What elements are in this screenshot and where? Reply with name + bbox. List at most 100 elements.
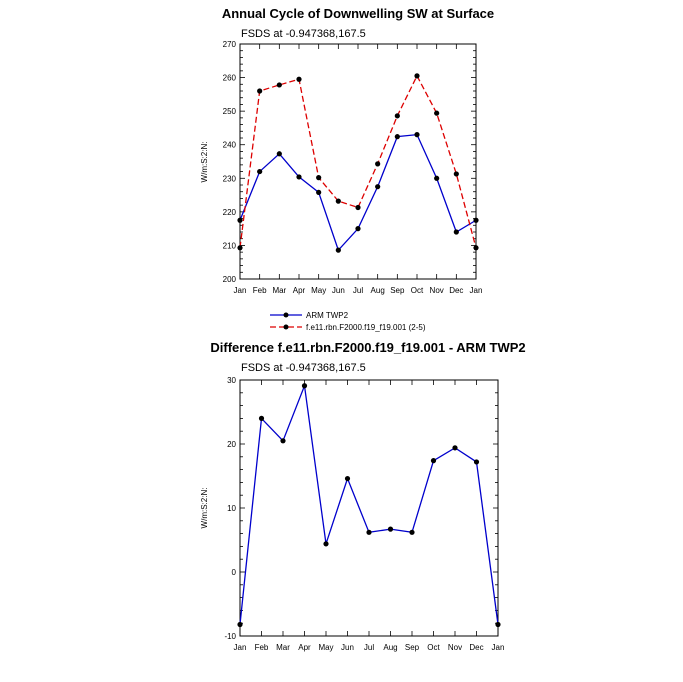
top-x-tick-label: Mar	[272, 286, 286, 295]
legend-marker-model	[283, 324, 289, 330]
bottom-series-0-point	[495, 621, 501, 628]
top-plot-frame	[239, 43, 477, 280]
top-series-0-point	[257, 168, 263, 175]
top-series-0-point	[473, 217, 479, 223]
bottom-series-0-point	[258, 415, 265, 421]
top-series-0-point	[335, 247, 341, 253]
top-series-0-point	[414, 132, 420, 138]
top-series-0-point	[355, 226, 361, 232]
bottom-x-tick-label: Jan	[234, 643, 247, 652]
top-series-line-0	[239, 133, 477, 252]
bottom-x-tick-label: Sep	[405, 643, 420, 652]
bottom-series-0-point	[387, 526, 394, 532]
bottom-x-tick-label: Jan	[492, 643, 505, 652]
top-series-1-point	[453, 171, 459, 177]
top-series-0-point	[276, 151, 282, 157]
bottom-x-tick-label: Jun	[341, 643, 354, 652]
top-y-tick-label: 260	[223, 74, 237, 83]
bottom-x-tick-label: Mar	[276, 643, 290, 652]
bottom-series-0-point	[237, 621, 243, 628]
bottom-chart-title: Difference f.e11.rbn.F2000.f19_f19.001 -…	[210, 340, 525, 355]
top-series-1-point	[257, 88, 263, 94]
top-series-1-point	[394, 113, 400, 119]
top-x-tick-label: Jul	[353, 286, 363, 295]
bottom-y-axis-label: W/m:S:2:N:	[200, 488, 209, 529]
bottom-chart-subtitle: FSDS at -0.947368,167.5	[241, 362, 366, 374]
top-chart-subtitle: FSDS at -0.947368,167.5	[241, 28, 366, 40]
bottom-x-tick-label: Oct	[427, 643, 440, 652]
top-x-tick-label: Sep	[390, 286, 405, 295]
top-y-tick-label: 250	[223, 107, 237, 116]
top-x-tick-label: Oct	[411, 286, 424, 295]
legend-label-arm: ARM TWP2	[306, 311, 349, 320]
bottom-x-tick-label: Jul	[364, 643, 374, 652]
bottom-y-tick-label: 20	[227, 440, 236, 449]
top-y-tick-label: 210	[223, 241, 237, 250]
top-series-0-point	[453, 229, 459, 235]
top-x-tick-label: Aug	[371, 286, 385, 295]
top-series-1-point	[473, 245, 479, 251]
top-chart: Annual Cycle of Downwelling SW at Surfac…	[200, 6, 494, 332]
bottom-plot-frame	[239, 379, 499, 637]
top-y-tick-label: 240	[223, 141, 237, 150]
top-series-0-point	[434, 175, 440, 181]
top-series-1-point	[335, 198, 341, 204]
top-y-axis-label: W/m:S:2:N:	[200, 142, 209, 183]
legend-label-model: f.e11.rbn.F2000.f19_f19.001 (2-5)	[306, 323, 426, 332]
bottom-series-0-point	[280, 438, 286, 444]
bottom-x-tick-label: Apr	[298, 643, 311, 652]
top-series-1-point	[296, 76, 302, 82]
top-y-tick-label: 220	[223, 208, 237, 217]
bottom-x-tick-label: Nov	[448, 643, 462, 652]
top-x-tick-label: Dec	[449, 286, 463, 295]
bottom-y-tick-label: 10	[227, 504, 236, 513]
bottom-x-tick-label: May	[318, 643, 333, 652]
top-y-tick-label: 230	[223, 174, 237, 183]
top-x-tick-label: Jan	[234, 286, 247, 295]
bottom-series-0-point	[301, 383, 308, 389]
top-series-0-point	[296, 174, 302, 180]
top-x-tick-label: Feb	[253, 286, 267, 295]
bottom-series-line-0	[239, 383, 499, 625]
top-y-tick-label: 270	[223, 40, 237, 49]
top-series-1-point	[375, 161, 381, 167]
bottom-series-0-point	[409, 529, 415, 535]
top-series-0-point	[316, 189, 322, 195]
bottom-series-0-point	[430, 458, 437, 464]
legend-marker-arm	[283, 312, 289, 318]
bottom-series-0-point	[452, 445, 458, 451]
bottom-y-tick-label: -10	[224, 632, 236, 641]
top-series-0-point	[375, 184, 381, 190]
bottom-series-0-point	[344, 475, 351, 482]
top-x-tick-label: Nov	[430, 286, 444, 295]
top-series-1-point	[355, 204, 361, 211]
bottom-y-tick-label: 30	[227, 376, 236, 385]
bottom-series-0-point	[473, 459, 480, 465]
top-series-1-point	[434, 110, 440, 116]
bottom-axis-ticks: -10 0 10 20 30 Jan Feb Mar Apr May Jun Jul Aug Sep Oct…	[224, 376, 504, 652]
top-axis-ticks: 200 210 220 230 240 250 260 270 Jan Feb Mar Apr May J…	[223, 40, 483, 295]
top-chart-title: Annual Cycle of Downwelling SW at Surfac…	[222, 6, 494, 21]
bottom-y-tick-label: 0	[232, 568, 237, 577]
top-y-tick-label: 200	[223, 275, 237, 284]
top-x-tick-label: Apr	[293, 286, 306, 295]
top-series-line-1	[239, 74, 477, 248]
top-legend: ARM TWP2 f.e11.rbn.F2000.f19_f19.001 (2-…	[270, 311, 426, 332]
top-series-1-point	[276, 82, 282, 88]
top-x-tick-label: Jan	[470, 286, 483, 295]
bottom-x-tick-label: Aug	[383, 643, 397, 652]
bottom-x-tick-label: Dec	[469, 643, 483, 652]
top-x-tick-label: Jun	[332, 286, 345, 295]
top-series-0-point	[394, 134, 400, 140]
top-series-1-point	[316, 175, 322, 181]
top-series	[237, 73, 479, 253]
top-series-1-point	[414, 73, 420, 79]
bottom-series	[237, 383, 501, 628]
bottom-series-0-point	[323, 541, 329, 547]
top-x-tick-label: May	[311, 286, 326, 295]
bottom-x-tick-label: Feb	[255, 643, 269, 652]
top-series-1-point	[237, 245, 243, 251]
top-series-0-point	[237, 217, 243, 223]
bottom-chart: Difference f.e11.rbn.F2000.f19_f19.001 -…	[200, 340, 526, 652]
